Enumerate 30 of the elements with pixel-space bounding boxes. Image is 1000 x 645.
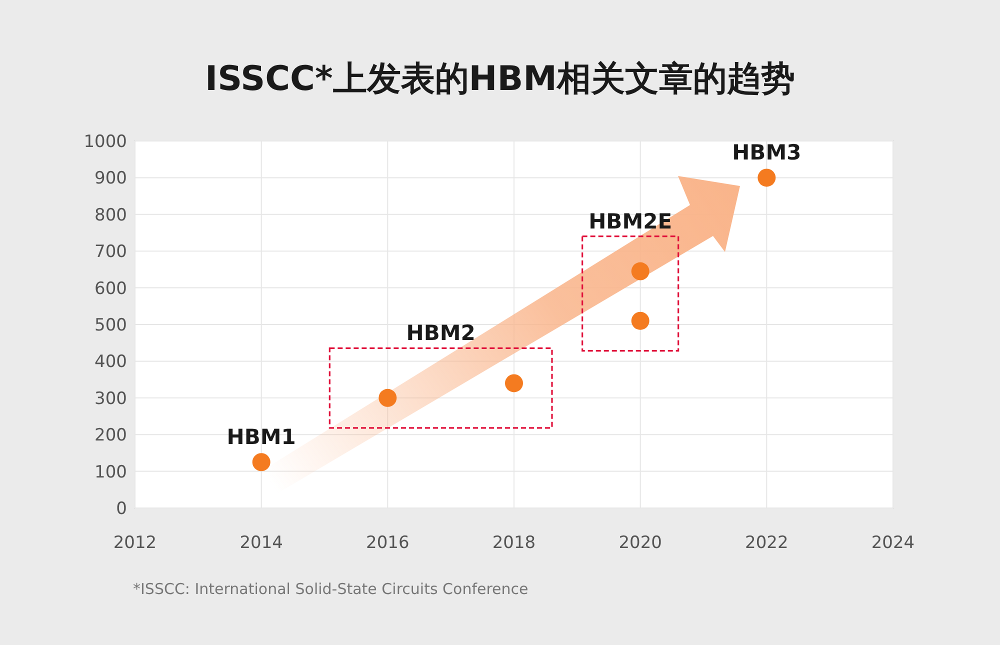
y-tick-label: 500 [94,316,127,336]
chart-title: ISSCC*上发表的HBM相关文章的趋势 [205,59,795,99]
y-tick-label: 100 [94,462,127,482]
y-tick-label: 200 [94,426,127,446]
annotation: HBM2 [406,321,476,346]
annotation: HBM1 [226,425,296,450]
y-tick-label: 800 [94,205,127,226]
x-tick-label: 2020 [618,533,662,553]
point [505,374,523,392]
y-tick-label: 1000 [84,132,127,152]
y-tick-label: 300 [94,388,127,409]
y-tick-label: 0 [116,499,127,519]
point [758,168,776,187]
y-tick-label: 900 [94,168,127,189]
y-tick-label: 700 [94,242,127,262]
point [631,312,650,330]
x-tick-label: 2014 [240,533,283,553]
y-tick-label: 600 [94,278,127,299]
x-tick-label: 2016 [366,533,410,553]
x-tick-label: 2012 [113,533,157,553]
x-tick-label: 2024 [871,533,915,553]
annotation: HBM2E [588,209,672,234]
y-tick-label: 400 [94,352,127,372]
text: *ISSCC: International Solid-State Circuits Conference [133,580,528,598]
point [378,388,397,407]
point [631,262,650,280]
annotation: HBM3 [732,140,802,165]
x-tick-label: 2022 [745,533,788,553]
point [252,453,270,472]
x-tick-label: 2018 [492,533,536,553]
